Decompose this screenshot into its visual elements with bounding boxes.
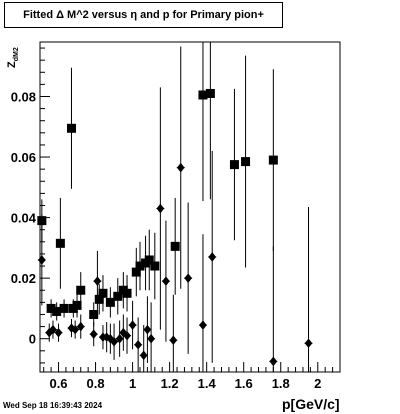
square-marker [150, 261, 160, 271]
y-tick-label: 0.08 [11, 89, 36, 104]
square-marker [37, 216, 47, 226]
square-marker [170, 241, 180, 251]
x-tick-label: 1.6 [235, 376, 253, 391]
x-tick-label: 1.2 [161, 376, 179, 391]
diamond-marker [208, 252, 217, 262]
axis-ticks: 0.6 0.8 1 1.2 1.4 1.6 1.8 2 0 0.02 0.04 0.06 0.08 [11, 47, 341, 391]
diamond-marker [106, 333, 115, 344]
square-marker [89, 309, 99, 319]
diamond-marker [54, 327, 63, 338]
diamond-marker [38, 255, 46, 265]
diamond-marker [169, 335, 178, 346]
title-box: Fitted Δ M^2 versus η and p for Primary … [4, 2, 283, 28]
diamond-marker [93, 276, 102, 286]
diamond-marker [110, 336, 118, 347]
square-marker [113, 291, 123, 301]
square-marker [105, 297, 115, 307]
error-bars [37, 42, 313, 372]
square-marker [205, 88, 215, 98]
x-axis-label: p[GeV/c] [282, 396, 340, 412]
square-marker [144, 255, 154, 265]
square-marker [66, 123, 76, 133]
chart-title: Fitted Δ M^2 versus η and p for Primary … [23, 9, 264, 21]
diamond-marker [162, 276, 170, 286]
square-marker [94, 294, 104, 304]
square-marker [98, 288, 108, 298]
square-marker [59, 303, 69, 313]
timestamp: Wed Sep 18 16:39:43 2024 [3, 401, 103, 410]
diamond-marker [71, 324, 80, 335]
square-marker [122, 288, 132, 298]
square-marker [52, 306, 62, 316]
diamond-marker [304, 338, 313, 349]
y-tick-label: 0 [29, 332, 36, 347]
square-marker [241, 157, 251, 167]
diamond-marker [45, 327, 54, 338]
diamond-marker [134, 339, 142, 350]
y-tick-label: 0.06 [11, 150, 36, 165]
y-tick-label: 0.02 [11, 271, 36, 286]
plot-frame [39, 41, 341, 373]
diamond-marker [102, 332, 111, 342]
x-tick-label: 0.8 [87, 376, 105, 391]
diamond-marker [156, 203, 165, 214]
square-marker [198, 90, 208, 100]
square-marker [229, 160, 239, 170]
square-marker [135, 261, 145, 271]
x-tick-label: 1.4 [198, 376, 217, 391]
y-axis-label-main: Z [6, 61, 18, 68]
square-marker [268, 155, 278, 165]
diamond-marker [199, 320, 207, 330]
square-marker [72, 300, 82, 310]
diamond-marker [128, 320, 137, 330]
diamond-marker [269, 356, 278, 367]
square-marker [46, 303, 56, 313]
square-marker [55, 238, 65, 248]
x-tick-label: 2 [314, 376, 321, 391]
diamond-marker [123, 330, 131, 341]
diamond-marker [49, 324, 57, 335]
x-tick-label: 0.6 [49, 376, 67, 391]
y-axis-label: ZdM2 [6, 47, 20, 68]
diamond-marker [76, 321, 85, 332]
diamond-marker [89, 329, 98, 339]
diamond-marker [139, 350, 148, 361]
y-tick-label: 0.04 [11, 211, 37, 226]
diamond-marker [184, 273, 192, 283]
diamond-marker [143, 324, 152, 335]
diamond-marker [115, 333, 124, 344]
diamond-marker [147, 333, 155, 344]
diamond-marker [176, 162, 185, 173]
data-markers [37, 88, 313, 367]
square-marker [76, 285, 86, 295]
square-marker [131, 267, 141, 277]
y-axis-label-sub: dM2 [13, 47, 21, 62]
x-tick-label: 1 [129, 376, 136, 391]
x-tick-label: 1.8 [272, 376, 290, 391]
